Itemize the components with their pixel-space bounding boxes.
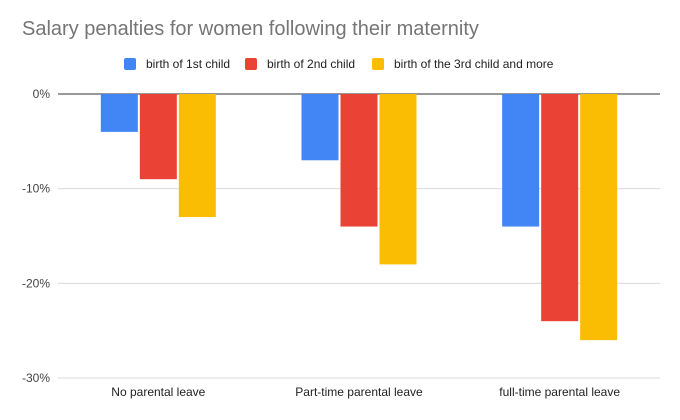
legend-label-2nd-child: birth of 2nd child: [267, 57, 356, 71]
bar: [541, 94, 579, 322]
legend-item-3rd-child: birth of the 3rd child and more: [372, 57, 553, 71]
y-tick-label: -20%: [22, 276, 50, 290]
legend-swatch-1st-child: [124, 58, 136, 70]
bar: [301, 94, 339, 161]
bar: [100, 94, 138, 132]
x-category-label: Part-time parental leave: [295, 385, 423, 399]
legend-swatch-2nd-child: [245, 58, 257, 70]
bar: [340, 94, 378, 227]
bar: [178, 94, 216, 218]
y-tick-label: 0%: [33, 87, 51, 101]
x-category-label: full-time parental leave: [499, 385, 620, 399]
legend-label-3rd-child: birth of the 3rd child and more: [394, 57, 554, 71]
legend-swatch-3rd-child: [372, 58, 384, 70]
x-category-label: No parental leave: [111, 385, 205, 399]
bar: [580, 94, 618, 341]
legend: birth of 1st child birth of 2nd child bi…: [0, 57, 680, 75]
y-tick-label: -10%: [22, 182, 50, 196]
bar: [379, 94, 417, 265]
legend-label-1st-child: birth of 1st child: [146, 57, 231, 71]
legend-item-2nd-child: birth of 2nd child: [245, 57, 355, 71]
legend-item-1st-child: birth of 1st child: [124, 57, 230, 71]
y-tick-label: -30%: [22, 371, 50, 385]
bar: [502, 94, 540, 227]
bar: [139, 94, 177, 180]
chart-title: Salary penalties for women following the…: [22, 18, 479, 40]
